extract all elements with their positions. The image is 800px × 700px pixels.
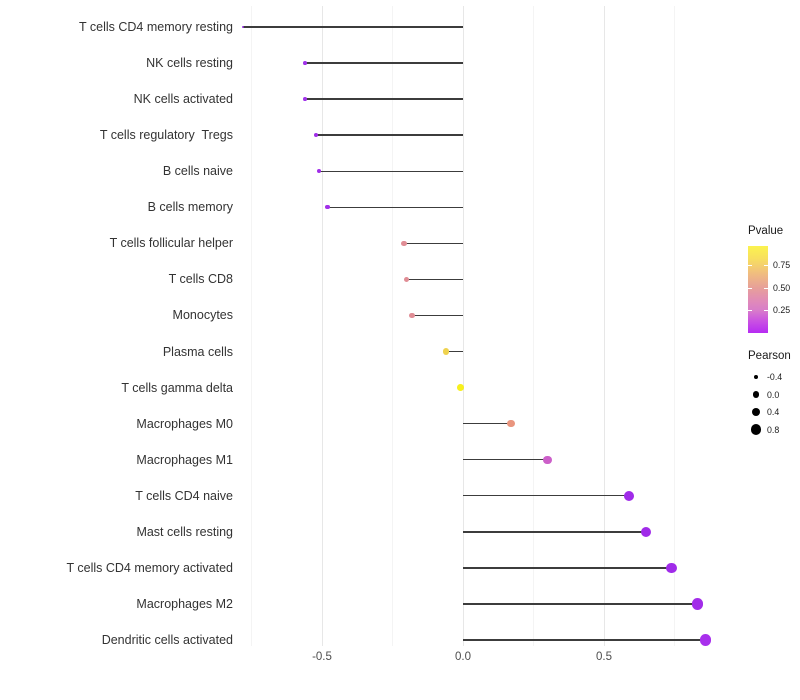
x-axis-tick-label: -0.5 (312, 651, 332, 663)
x-axis-tick-label: 0.0 (455, 651, 471, 663)
lollipop-dot (624, 490, 635, 501)
lollipop-stem (463, 531, 647, 533)
lollipop-stem (412, 314, 463, 317)
lollipop-dot (314, 133, 319, 138)
pearson-legend-dot (750, 424, 762, 435)
y-axis-label: T cells CD4 memory resting (79, 20, 233, 34)
y-axis-label: Macrophages M1 (136, 452, 233, 467)
pearson-legend-label: 0.8 (767, 424, 780, 435)
y-axis-label: Macrophages M0 (136, 416, 233, 431)
lollipop-dot (409, 312, 416, 319)
pearson-legend-label: -0.4 (767, 372, 783, 382)
y-axis-label: Dendritic cells activated (101, 633, 233, 648)
lollipop-stem (327, 206, 463, 208)
lollipop-stem (243, 26, 463, 28)
lollipop-dot (403, 276, 410, 283)
lollipop-dot (543, 455, 552, 464)
lollipop-dot (699, 634, 712, 646)
lollipop-stem (406, 278, 463, 281)
y-axis-label: Monocytes (172, 308, 233, 323)
lollipop-dot (317, 169, 322, 174)
colorbar-tick-mark (764, 287, 768, 289)
y-axis-label: T cells gamma delta (121, 380, 233, 395)
pvalue-legend-title: Pvalue (748, 225, 784, 237)
lollipop-stem (305, 62, 463, 64)
lollipop-stem (446, 350, 463, 353)
lollipop-dot (303, 97, 307, 102)
lollipop-stem (305, 98, 463, 100)
pearson-legend-dot (752, 391, 760, 398)
y-axis-label: B cells naive (162, 164, 233, 179)
y-axis-label: T cells CD8 (168, 272, 233, 287)
y-axis-label: Macrophages M2 (136, 596, 233, 611)
lollipop-dot (400, 240, 407, 247)
pearson-legend-label: 0.4 (767, 407, 780, 417)
colorbar-tick-mark (748, 310, 752, 312)
colorbar-tick-mark (748, 265, 752, 267)
lollipop-stem (463, 639, 706, 641)
major-gridline (321, 6, 323, 646)
lollipop-stem (463, 603, 698, 605)
y-axis-label: T cells regulatory Tregs (99, 128, 233, 143)
y-axis-label: Mast cells resting (136, 524, 233, 539)
lollipop-dot (442, 348, 450, 355)
colorbar-tick-mark (764, 265, 768, 267)
y-axis-label: T cells CD4 memory activated (66, 560, 234, 575)
minor-gridline (392, 6, 393, 646)
y-axis-label: B cells memory (147, 200, 233, 215)
colorbar-tick-label: 0.75 (773, 260, 791, 271)
lollipop-dot (325, 205, 330, 210)
colorbar-tick-mark (748, 287, 752, 289)
major-gridline (603, 6, 605, 646)
y-axis-label: NK cells resting (146, 56, 233, 71)
lollipop-stem (463, 567, 672, 569)
pearson-legend-label: 0.0 (767, 389, 780, 400)
lollipop-dot (303, 61, 307, 65)
minor-gridline (533, 6, 534, 646)
lollipop-dot (691, 598, 703, 610)
y-axis-label: NK cells activated (133, 92, 233, 107)
lollipop-dot (507, 419, 515, 428)
lollipop-dot (456, 384, 464, 391)
minor-gridline (251, 6, 252, 646)
y-axis-label: T cells follicular helper (109, 236, 233, 251)
pvalue-colorbar (748, 246, 768, 333)
lollipop-stem (463, 422, 511, 425)
lollipop-stem (316, 134, 463, 136)
lollipop-stem (403, 242, 463, 245)
colorbar-tick-label: 0.50 (773, 282, 791, 293)
lollipop-dot (666, 562, 677, 574)
pearson-legend-title: Pearson (748, 350, 791, 362)
lollipop-stem (463, 495, 630, 497)
minor-gridline (674, 6, 675, 646)
lollipop-dot (241, 25, 245, 29)
pearson-legend-dot (753, 374, 759, 380)
lollipop-stem (319, 170, 463, 172)
major-gridline (462, 6, 464, 646)
lollipop-stem (463, 459, 548, 461)
colorbar-tick-label: 0.25 (773, 305, 791, 316)
x-axis-tick-label: 0.5 (596, 651, 612, 663)
y-axis-label: T cells CD4 naive (135, 488, 233, 503)
lollipop-dot (641, 526, 652, 537)
colorbar-tick-mark (764, 310, 768, 312)
pearson-legend-dot (751, 407, 761, 417)
y-axis-label: Plasma cells (162, 344, 233, 359)
